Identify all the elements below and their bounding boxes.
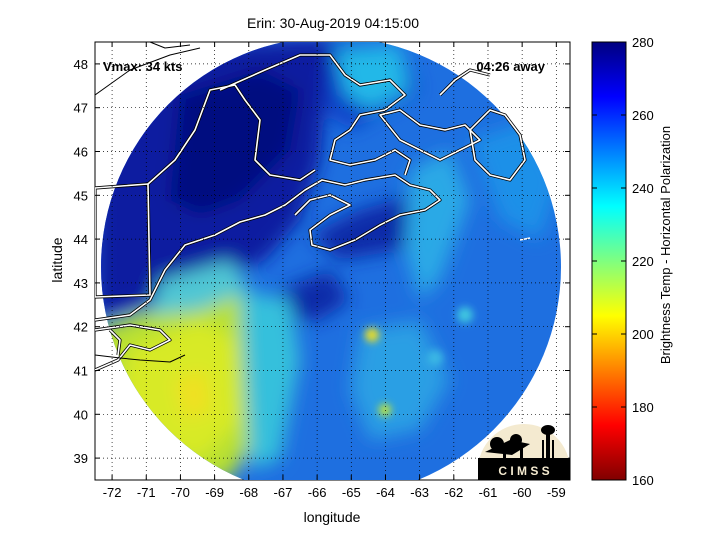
colorbar-tick-label: 260 — [632, 108, 654, 123]
colorbar-gradient — [591, 41, 627, 481]
x-tick-label: -67 — [274, 485, 293, 500]
colorbar-label: Brightness Temp - Horizontal Polarizatio… — [658, 126, 673, 364]
y-tick-label: 40 — [74, 407, 88, 422]
colorbar-tick-label: 180 — [632, 400, 654, 415]
y-tick-label: 45 — [74, 188, 88, 203]
colorbar: 160 180 200 220 240 260 280 Brightness Temp - … — [591, 35, 673, 488]
x-tick-label: -65 — [342, 485, 361, 500]
coastlines — [95, 42, 531, 372]
colorbar-ticks: 160 180 200 220 240 260 280 — [592, 35, 654, 488]
x-tick-label: -68 — [239, 485, 258, 500]
vmax-label: Vmax: 34 kts — [103, 59, 183, 74]
x-tick-label: -66 — [308, 485, 327, 500]
logo-text: C I M S S — [498, 464, 549, 478]
x-tick-label: -62 — [444, 485, 463, 500]
time-away-label: 04:26 away — [476, 59, 545, 74]
y-tick-label: 44 — [74, 232, 88, 247]
y-axis-ticks: 39 40 41 42 43 44 45 46 47 48 — [74, 57, 570, 466]
x-tick-label: -69 — [205, 485, 224, 500]
y-axis-label: latitude — [49, 237, 65, 282]
y-tick-label: 47 — [74, 101, 88, 116]
x-tick-label: -60 — [513, 485, 532, 500]
colorbar-tick-label: 280 — [632, 35, 654, 50]
x-tick-label: -61 — [479, 485, 498, 500]
colorbar-tick-label: 200 — [632, 327, 654, 342]
y-tick-label: 42 — [74, 320, 88, 335]
y-tick-label: 46 — [74, 145, 88, 160]
x-axis-label: longitude — [304, 509, 361, 525]
x-tick-label: -71 — [137, 485, 156, 500]
x-tick-label: -64 — [376, 485, 395, 500]
y-tick-label: 39 — [74, 451, 88, 466]
x-tick-label: -72 — [103, 485, 122, 500]
brightness-temperature-swath — [101, 42, 561, 480]
colorbar-tick-label: 240 — [632, 181, 654, 196]
x-tick-label: -59 — [547, 485, 566, 500]
chart-title: Erin: 30-Aug-2019 04:15:00 — [247, 15, 419, 31]
x-axis-ticks: -72 -71 -70 -69 -68 -67 -66 -65 -64 -63 -62 -61 -60-… — [103, 42, 566, 500]
y-tick-label: 48 — [74, 57, 88, 72]
y-tick-label: 43 — [74, 276, 88, 291]
colorbar-tick-label: 220 — [632, 254, 654, 269]
y-tick-label: 41 — [74, 364, 88, 379]
x-tick-label: -63 — [410, 485, 429, 500]
colorbar-tick-label: 160 — [632, 473, 654, 488]
cimss-logo: C I M S S — [478, 424, 570, 480]
x-tick-label: -70 — [171, 485, 190, 500]
